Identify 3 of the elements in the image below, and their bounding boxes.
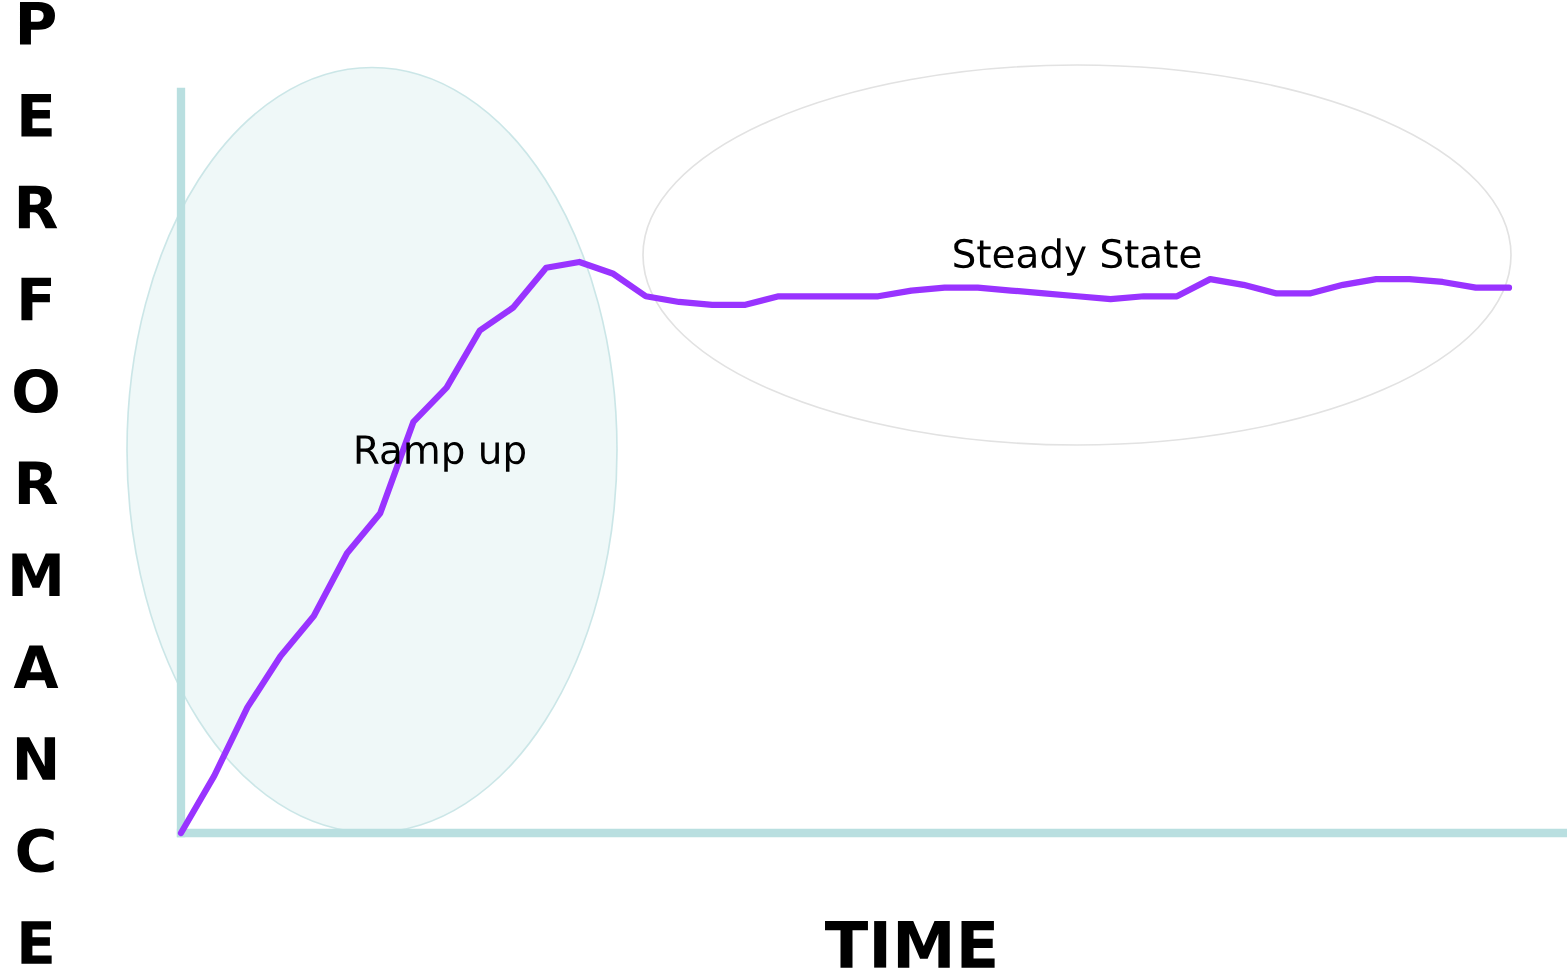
annotation: Steady State: [954, 238, 1201, 276]
x-axis-title: TIME: [825, 921, 995, 968]
text: PERFORMANCE: [12, 1, 60, 964]
